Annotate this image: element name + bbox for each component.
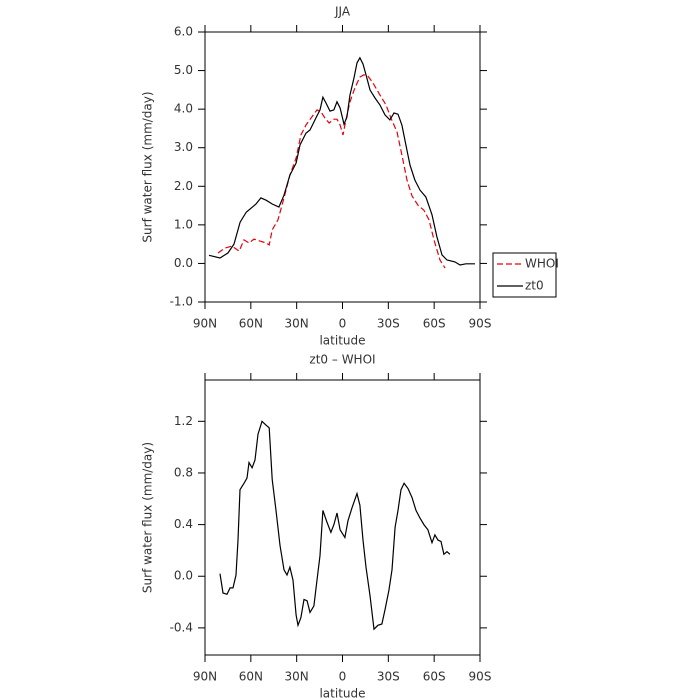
plot-frame [204,31,481,303]
y-tick-label: 3.0 [174,140,193,154]
y-tick-label: 0.8 [174,465,193,479]
y-tick-label: 0.0 [174,569,193,583]
legend-label: WHOI [525,257,559,271]
x-tick-label: 30N [285,317,309,331]
y-tick-label: 0.0 [174,256,193,270]
x-tick-label: 30S [377,670,400,684]
x-axis-label: latitude [319,687,365,700]
y-tick-label: 4.0 [174,102,193,116]
y-tick-label: 1.2 [174,414,193,428]
y-axis-label: Surf water flux (mm/day) [141,442,155,593]
y-tick-label: 6.0 [174,25,193,39]
x-tick-label: 90S [469,317,492,331]
x-axis-label: latitude [319,334,365,348]
chart-title: zt0 – WHOI [309,353,375,367]
x-tick-label: 90N [193,317,217,331]
y-tick-label: 5.0 [174,63,193,77]
y-tick-label: -0.4 [170,620,193,634]
data-line [217,74,446,269]
data-line [219,420,451,631]
y-axis-label: Surf water flux (mm/day) [141,91,155,242]
x-tick-label: 60S [423,670,446,684]
x-tick-label: 90N [193,670,217,684]
y-tick-label: 1.0 [174,217,193,231]
y-tick-label: 0.4 [174,517,193,531]
chart-title: JJA [334,5,351,19]
plot-frame [204,379,481,656]
legend-box [492,252,557,298]
x-tick-label: 30N [285,670,309,684]
x-tick-label: 90S [469,670,492,684]
x-tick-label: 0 [339,670,347,684]
x-tick-label: 30S [377,317,400,331]
x-tick-label: 60S [423,317,446,331]
legend-label: zt0 [525,279,544,293]
y-tick-label: -1.0 [170,295,193,309]
x-tick-label: 60N [239,670,263,684]
y-tick-label: 2.0 [174,179,193,193]
data-line [208,56,475,266]
x-tick-label: 60N [239,317,263,331]
x-tick-label: 0 [339,317,347,331]
